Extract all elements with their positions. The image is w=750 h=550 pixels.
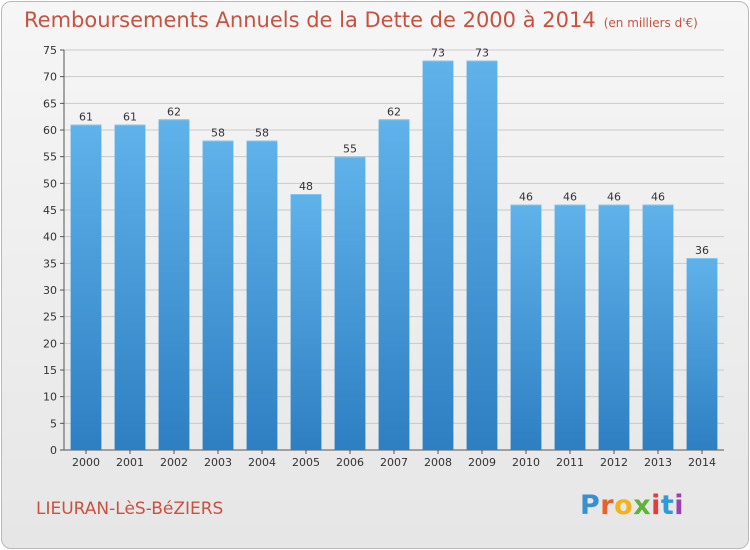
chart-title: Remboursements Annuels de la Dette de 20… [24,8,698,32]
y-tick-label: 5 [50,417,57,430]
bar [510,204,542,450]
y-tick-label: 55 [43,151,57,164]
data-label: 55 [343,143,357,156]
logo-letter: P [580,490,601,521]
chart-title-main: Remboursements Annuels de la Dette de 20… [24,8,596,32]
x-tick-label: 2001 [116,456,144,469]
x-tick-label: 2013 [644,456,672,469]
y-tick-label: 20 [43,337,57,350]
logo-letter: t [660,490,675,521]
bar [158,119,190,450]
proxiti-logo: Proxiti [580,490,684,521]
bar [642,204,674,450]
y-tick-label: 30 [43,284,57,297]
x-tick-label: 2012 [600,456,628,469]
data-label: 62 [167,105,181,118]
x-tick-label: 2003 [204,456,232,469]
x-tick-label: 2007 [380,456,408,469]
bar [422,60,454,451]
bar [466,60,498,451]
x-tick-label: 2005 [292,456,320,469]
bar [554,204,586,450]
y-tick-label: 45 [43,204,57,217]
data-label: 73 [431,47,445,60]
data-label: 58 [211,127,225,140]
data-label: 46 [563,191,577,204]
y-tick-label: 35 [43,257,57,270]
y-tick-label: 70 [43,71,57,84]
data-label: 48 [299,180,313,193]
bar [598,204,630,450]
bar [70,124,102,451]
y-tick-label: 50 [43,177,57,190]
data-label: 36 [695,244,709,257]
y-tick-label: 25 [43,311,57,324]
logo-letter: i [651,490,661,521]
data-label: 73 [475,47,489,60]
data-label: 46 [519,191,533,204]
y-tick-label: 65 [43,97,57,110]
bar [290,194,322,450]
x-tick-label: 2000 [72,456,100,469]
bar [686,258,718,450]
bar [202,140,234,450]
logo-letter: r [600,490,615,521]
bar [246,140,278,450]
y-tick-label: 0 [50,444,57,457]
x-tick-label: 2002 [160,456,188,469]
bar [114,124,146,451]
data-label: 46 [651,191,665,204]
x-tick-label: 2006 [336,456,364,469]
x-tick-label: 2010 [512,456,540,469]
x-tick-label: 2004 [248,456,276,469]
bar [378,119,410,450]
x-tick-label: 2009 [468,456,496,469]
logo-letter: i [674,490,685,521]
x-tick-label: 2011 [556,456,584,469]
y-tick-label: 10 [43,391,57,404]
y-tick-label: 60 [43,124,57,137]
data-label: 46 [607,191,621,204]
bar [334,156,366,450]
data-label: 62 [387,105,401,118]
data-label: 58 [255,127,269,140]
y-tick-label: 15 [43,364,57,377]
data-label: 61 [123,111,137,124]
commune-name: LIEURAN-LèS-BéZIERS [36,499,224,519]
data-label: 61 [79,111,93,124]
chart-unit-note: (en milliers d'€) [603,16,698,30]
y-tick-label: 75 [43,44,57,57]
y-tick-label: 40 [43,231,57,244]
x-tick-label: 2014 [688,456,716,469]
logo-letter: o [614,490,634,521]
x-tick-label: 2008 [424,456,452,469]
logo-letter: x [633,490,652,521]
